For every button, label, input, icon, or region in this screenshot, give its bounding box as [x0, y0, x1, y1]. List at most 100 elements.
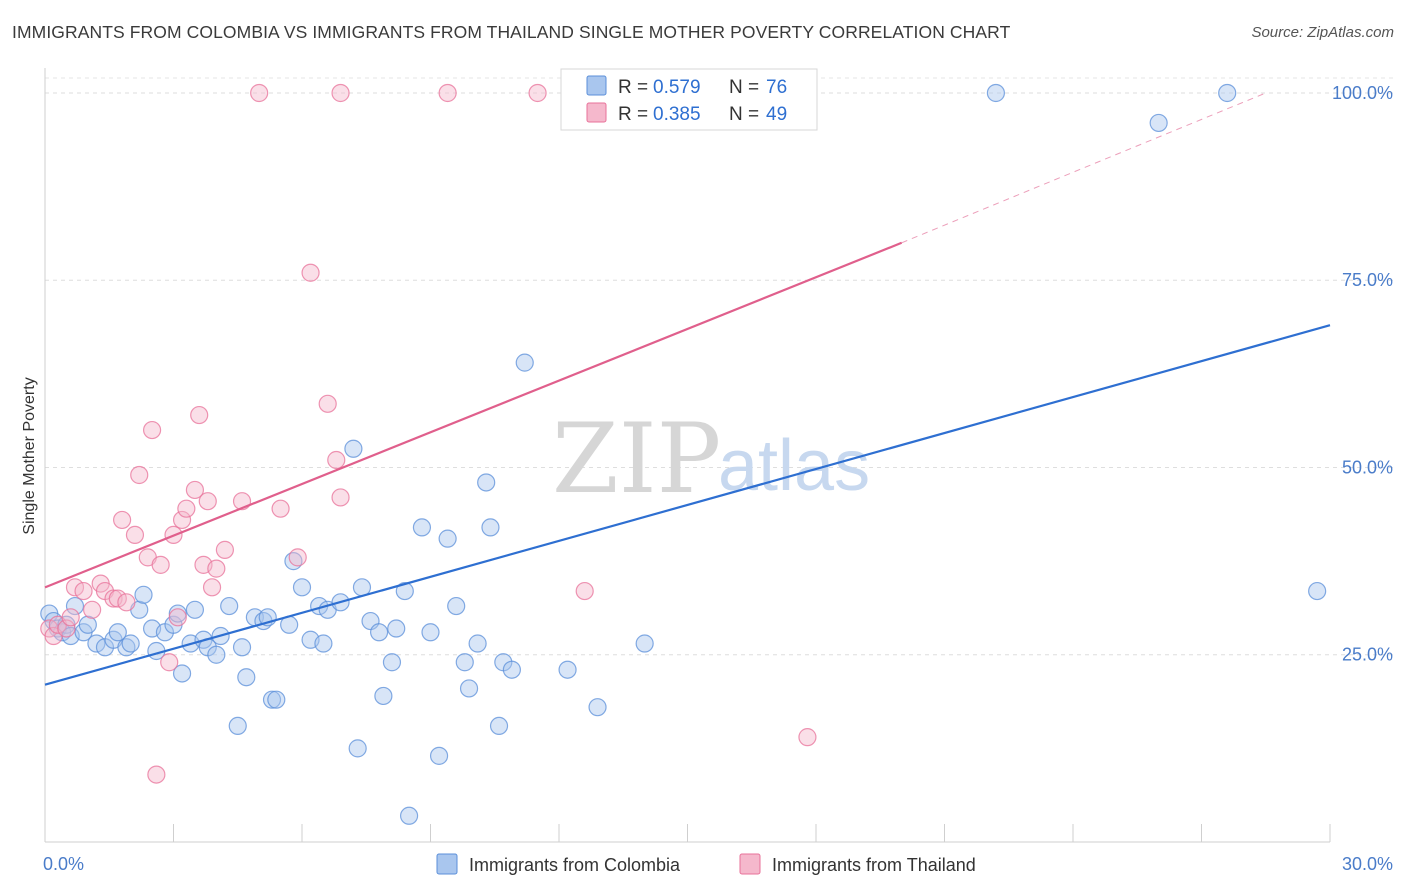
point-colombia-59 — [438, 529, 457, 548]
legend-n-value-colombia: 76 — [766, 77, 787, 98]
point-colombia-60 — [447, 596, 466, 616]
x-tick-label-0: 0.0% — [43, 854, 84, 874]
point-thailand-31 — [215, 540, 234, 559]
point-colombia-55 — [399, 806, 419, 825]
source-label: Source: ZipAtlas.com — [1251, 24, 1394, 41]
point-colombia-8 — [78, 615, 97, 634]
point-thailand-19 — [151, 555, 170, 574]
legend-n-value-thailand: 49 — [766, 104, 787, 125]
point-colombia-27 — [207, 645, 226, 664]
point-thailand-6 — [74, 581, 93, 601]
y-tick-label-3: 100.0% — [1332, 83, 1393, 103]
point-thailand-17 — [142, 420, 162, 440]
point-thailand-13 — [117, 593, 136, 612]
bottom-legend-label-colombia: Immigrants from Colombia — [469, 855, 681, 875]
point-colombia-56 — [412, 518, 432, 537]
legend-n-label-colombia: N = — [729, 77, 759, 98]
point-thailand-40 — [331, 83, 350, 103]
point-thailand-25 — [185, 480, 205, 500]
point-colombia-64 — [477, 473, 496, 492]
y-tick-label-2: 75.0% — [1342, 270, 1393, 290]
point-colombia-63 — [468, 634, 487, 653]
point-thailand-36 — [301, 263, 320, 282]
legend-r-label-colombia: R = — [618, 77, 648, 98]
point-colombia-53 — [387, 619, 406, 638]
point-thailand-23 — [172, 510, 192, 530]
point-thailand-42 — [528, 83, 547, 103]
point-thailand-44 — [798, 728, 817, 747]
y-axis-label: Single Mother Poverty — [21, 377, 38, 534]
point-colombia-29 — [220, 596, 239, 616]
point-thailand-24 — [177, 499, 196, 518]
point-thailand-3 — [57, 619, 76, 638]
point-thailand-37 — [318, 394, 337, 413]
bottom-legend-label-thailand: Immigrants from Thailand — [772, 855, 976, 875]
point-colombia-54 — [395, 581, 414, 601]
point-colombia-71 — [588, 698, 607, 717]
legend-r-value-colombia: 0.579 — [653, 77, 701, 98]
point-colombia-12 — [108, 623, 127, 642]
point-colombia-6 — [65, 596, 85, 616]
point-colombia-14 — [121, 634, 140, 653]
point-colombia-70 — [558, 660, 577, 679]
trend-lines — [44, 92, 1331, 686]
point-colombia-69 — [515, 353, 534, 372]
point-thailand-38 — [327, 450, 346, 470]
watermark-zip: ZIP — [552, 403, 721, 515]
point-colombia-46 — [344, 439, 363, 458]
legend-r-value-thailand: 0.385 — [653, 104, 701, 125]
point-thailand-30 — [207, 559, 226, 578]
point-colombia-62 — [459, 679, 479, 698]
point-colombia-65 — [481, 518, 500, 537]
point-colombia-30 — [228, 716, 247, 736]
trend-extension-thailand — [901, 92, 1266, 244]
point-colombia-50 — [370, 623, 389, 642]
legend: R = 0.579 N = 76 R = 0.385 N = 49 — [560, 68, 818, 131]
point-thailand-35 — [288, 548, 307, 567]
chart-title: IMMIGRANTS FROM COLOMBIA VS IMMIGRANTS F… — [12, 22, 1011, 42]
y-tick-label-0: 25.0% — [1342, 645, 1393, 665]
point-thailand-22 — [168, 608, 187, 627]
tick-labels: 25.0% 50.0% 75.0% 100.0% 0.0% 30.0% — [43, 83, 1393, 874]
axes — [44, 68, 1331, 843]
point-colombia-22 — [172, 664, 192, 683]
legend-n-label-thailand: N = — [729, 104, 759, 125]
point-thailand-43 — [575, 581, 594, 601]
point-colombia-75 — [1218, 83, 1237, 103]
point-thailand-12 — [112, 510, 132, 530]
point-colombia-31 — [232, 638, 252, 657]
point-colombia-76 — [1308, 581, 1327, 601]
legend-r-label-thailand: R = — [618, 104, 648, 125]
point-colombia-74 — [1149, 113, 1168, 133]
point-thailand-34 — [271, 499, 290, 518]
point-colombia-40 — [292, 578, 312, 597]
point-colombia-68 — [502, 660, 521, 679]
point-thailand-41 — [438, 83, 457, 103]
point-colombia-66 — [489, 716, 509, 736]
point-colombia-57 — [421, 623, 440, 642]
watermark: ZIP atlas — [552, 403, 870, 515]
x-tick-label-1: 30.0% — [1342, 854, 1393, 874]
point-thailand-4 — [61, 608, 80, 627]
bottom-legend: Immigrants from Colombia Immigrants from… — [436, 853, 976, 875]
trend-line-thailand — [44, 241, 903, 589]
point-colombia-73 — [986, 83, 1006, 103]
point-colombia-24 — [185, 600, 205, 619]
bottom-legend-swatch-thailand — [739, 853, 761, 875]
point-thailand-20 — [160, 653, 179, 672]
point-thailand-39 — [331, 488, 350, 507]
point-thailand-26 — [190, 405, 209, 425]
point-colombia-61 — [455, 653, 474, 672]
bottom-legend-swatch-colombia — [436, 853, 458, 875]
point-colombia-37 — [267, 690, 286, 709]
point-thailand-7 — [83, 600, 102, 619]
point-thailand-28 — [198, 492, 217, 511]
point-colombia-43 — [314, 634, 333, 653]
grid-lines — [45, 77, 1393, 656]
point-colombia-32 — [237, 668, 256, 687]
point-colombia-16 — [134, 585, 153, 604]
watermark-atlas: atlas — [718, 426, 870, 506]
point-colombia-47 — [348, 739, 367, 758]
point-thailand-14 — [125, 525, 145, 545]
point-thailand-18 — [147, 765, 166, 784]
